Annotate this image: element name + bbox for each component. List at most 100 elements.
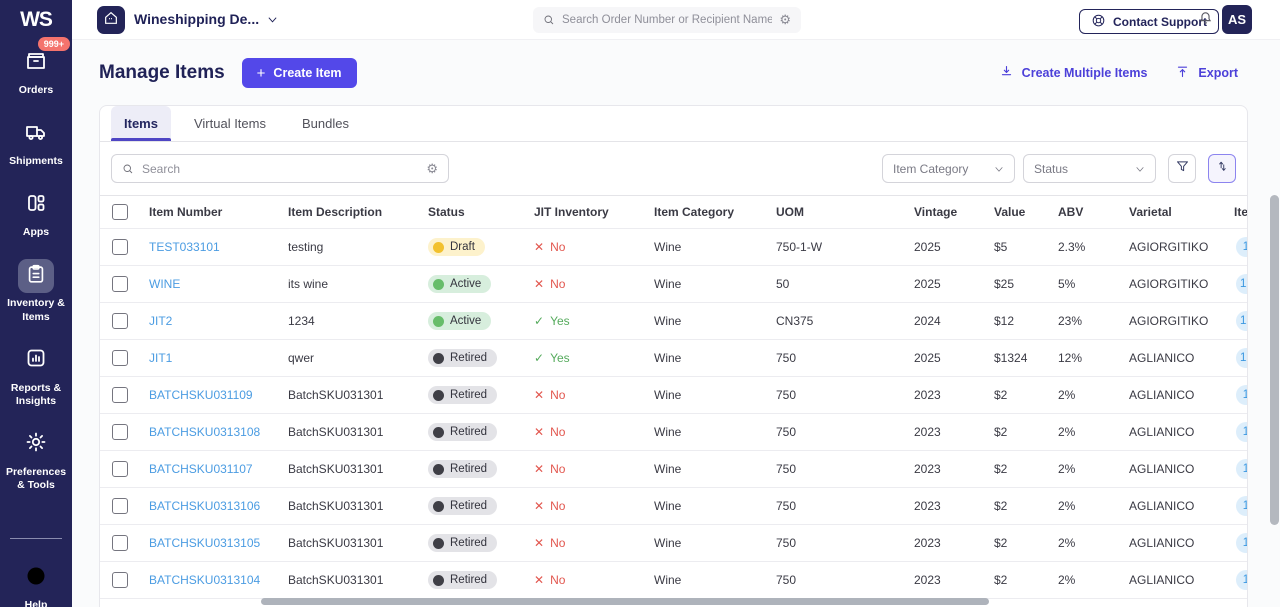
- col-item-description: Item Description: [288, 205, 383, 219]
- status-badge: Retired: [428, 349, 498, 367]
- item-category-cell: Wine: [654, 462, 682, 476]
- search-settings-icon[interactable]: ⚙: [779, 12, 791, 27]
- search-icon: [123, 164, 133, 173]
- row-checkbox[interactable]: [112, 498, 128, 514]
- status-badge: Retired: [428, 534, 498, 552]
- item-count-badge: 1: [1236, 459, 1247, 479]
- jit-mark-icon: ✕: [534, 240, 545, 254]
- horizontal-scrollbar: [100, 598, 1247, 605]
- notifications-button[interactable]: [1197, 9, 1214, 33]
- item-description-cell: BatchSKU031301: [288, 388, 384, 402]
- vintage-cell: 2024: [914, 314, 941, 328]
- item-number-link[interactable]: BATCHSKU0313108: [149, 425, 261, 439]
- uom-cell: 750: [776, 388, 797, 402]
- vintage-cell: 2025: [914, 240, 941, 254]
- item-number-link[interactable]: BATCHSKU0313104: [149, 573, 261, 587]
- item-category-cell: Wine: [654, 388, 682, 402]
- col-vintage: Vintage: [914, 205, 958, 219]
- jit-inventory-cell: ✓ Yes: [534, 314, 570, 328]
- search-settings-icon[interactable]: ⚙: [426, 160, 438, 176]
- status-dot-icon: [433, 463, 444, 475]
- vertical-scrollbar-thumb[interactable]: [1270, 195, 1279, 525]
- contact-support-button[interactable]: Contact Support: [1079, 9, 1219, 34]
- abv-cell: 23%: [1058, 314, 1083, 328]
- table-search-input[interactable]: [142, 161, 419, 176]
- chevron-down-icon: [1135, 162, 1145, 176]
- sidebar-item-preferences-tools[interactable]: Preferences & Tools: [4, 428, 68, 492]
- item-count-badge: 1: [1236, 570, 1247, 590]
- table-row: JIT1 qwer Retired ✓ Yes Wine 750 2025 $13…: [100, 339, 1247, 376]
- row-checkbox[interactable]: [112, 350, 128, 366]
- item-number-link[interactable]: BATCHSKU031107: [149, 462, 253, 476]
- item-category-cell: Wine: [654, 277, 682, 291]
- item-description-cell: BatchSKU031301: [288, 462, 384, 476]
- row-checkbox[interactable]: [112, 461, 128, 477]
- user-avatar[interactable]: AS: [1222, 5, 1252, 34]
- create-multiple-items-button[interactable]: Create Multiple Items: [999, 64, 1147, 82]
- workspace-switcher[interactable]: Wineshipping De...: [134, 11, 278, 27]
- tab-items[interactable]: Items: [111, 106, 171, 141]
- status-badge: Draft: [428, 238, 485, 256]
- upload-icon: [1175, 64, 1190, 82]
- value-cell: $2: [994, 499, 1008, 513]
- varietal-cell: AGLIANICO: [1129, 573, 1195, 587]
- col-jit-inventory: JIT Inventory: [534, 205, 609, 219]
- col-value: Value: [994, 205, 1026, 219]
- item-number-link[interactable]: JIT2: [149, 314, 173, 328]
- status-dot-icon: [433, 574, 444, 586]
- row-checkbox[interactable]: [112, 535, 128, 551]
- row-checkbox[interactable]: [112, 387, 128, 403]
- items-card: Items Virtual Items Bundles ⚙ Item Categ…: [99, 105, 1248, 607]
- filter-row: ⚙ Item Category Status: [100, 142, 1247, 195]
- sidebar-item-inventory-items[interactable]: Inventory & Items: [4, 259, 68, 323]
- varietal-cell: AGLIANICO: [1129, 351, 1195, 365]
- global-search-input[interactable]: [562, 14, 773, 26]
- row-checkbox[interactable]: [112, 424, 128, 440]
- status-dot-icon: [433, 426, 444, 438]
- jit-mark-icon: ✓: [534, 351, 545, 365]
- ws-logo: WS: [20, 8, 53, 31]
- item-category-select[interactable]: Item Category: [882, 154, 1015, 183]
- status-select[interactable]: Status: [1023, 154, 1156, 183]
- item-description-cell: BatchSKU031301: [288, 425, 384, 439]
- status-badge: Retired: [428, 386, 498, 404]
- jit-inventory-cell: ✕ No: [534, 499, 566, 513]
- workspace-home-button[interactable]: [97, 6, 125, 34]
- item-number-link[interactable]: BATCHSKU0313106: [149, 499, 261, 513]
- sidebar-item-reports-insights[interactable]: Reports & Insights: [4, 344, 68, 408]
- filter-button[interactable]: [1168, 154, 1196, 183]
- jit-inventory-cell: ✓ Yes: [534, 351, 570, 365]
- export-button[interactable]: Export: [1175, 64, 1238, 82]
- item-number-link[interactable]: JIT1: [149, 351, 173, 365]
- item-category-cell: Wine: [654, 425, 682, 439]
- row-checkbox[interactable]: [112, 276, 128, 292]
- col-varietal: Varietal: [1129, 205, 1172, 219]
- item-count-badge: 1: [1236, 496, 1247, 516]
- item-number-link[interactable]: WINE: [149, 277, 181, 291]
- jit-inventory-cell: ✕ No: [534, 573, 566, 587]
- create-item-button[interactable]: + Create Item: [241, 58, 357, 88]
- table-row: BATCHSKU0313106 BatchSKU031301 Retired ✕…: [100, 487, 1247, 524]
- sidebar-item-apps[interactable]: Apps: [4, 188, 68, 239]
- select-all-checkbox[interactable]: [112, 204, 128, 220]
- vintage-cell: 2023: [914, 573, 941, 587]
- item-number-link[interactable]: TEST033101: [149, 240, 220, 254]
- row-checkbox[interactable]: [112, 239, 128, 255]
- sidebar-item-label: Preferences & Tools: [5, 465, 67, 491]
- status-dot-icon: [433, 315, 444, 327]
- tab-virtual-items[interactable]: Virtual Items: [193, 116, 266, 131]
- tab-bundles[interactable]: Bundles: [301, 116, 349, 131]
- row-checkbox[interactable]: [112, 313, 128, 329]
- sort-button[interactable]: [1208, 154, 1236, 183]
- status-badge: Retired: [428, 571, 498, 589]
- sidebar-item-shipments[interactable]: Shipments: [4, 117, 68, 168]
- item-number-link[interactable]: BATCHSKU031109: [149, 388, 253, 402]
- abv-cell: 2%: [1058, 425, 1076, 439]
- uom-cell: 750-1-W: [776, 240, 823, 254]
- row-checkbox[interactable]: [112, 572, 128, 588]
- item-number-link[interactable]: BATCHSKU0313105: [149, 536, 261, 550]
- chart-icon: [24, 346, 48, 375]
- sidebar-item-orders[interactable]: 999+ Orders: [4, 37, 70, 97]
- horizontal-scrollbar-thumb[interactable]: [261, 598, 989, 605]
- sidebar-item-help[interactable]: Help: [4, 561, 68, 607]
